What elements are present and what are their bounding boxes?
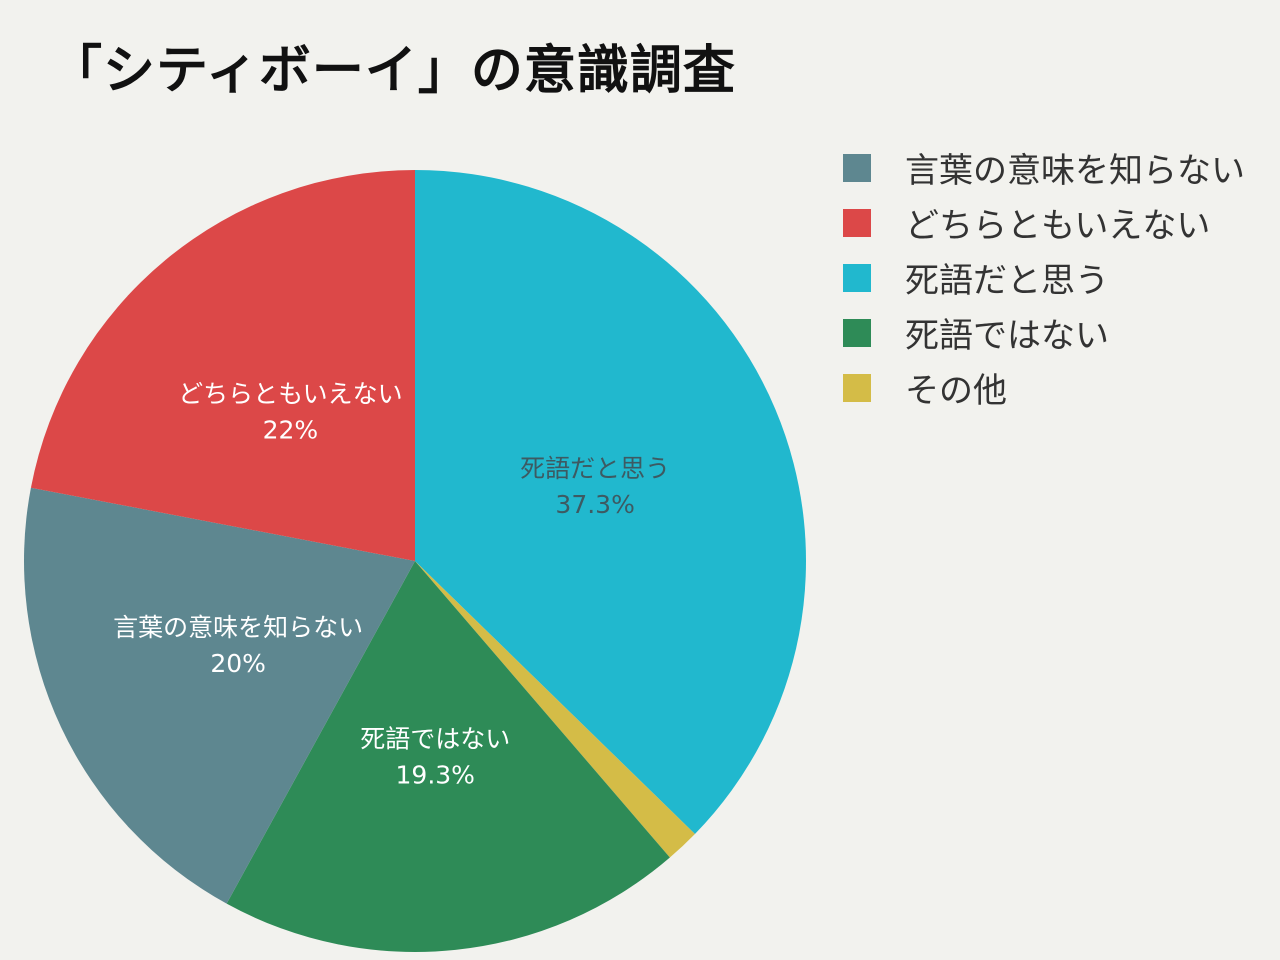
slice-value-0: 37.3% <box>555 490 634 519</box>
legend-item-3: 死語ではない <box>843 305 1245 360</box>
pie-slice-4 <box>30 170 415 561</box>
pie-slice-0 <box>415 170 806 834</box>
slice-value-3: 20% <box>210 649 266 678</box>
legend-label-4: その他 <box>905 371 1007 411</box>
legend-item-1: どちらともいえない <box>843 195 1245 250</box>
legend-swatch-3 <box>843 318 871 347</box>
legend-swatch-0 <box>843 153 871 182</box>
legend-item-4: その他 <box>843 360 1245 415</box>
legend-label-2: 死語だと思う <box>905 261 1109 301</box>
pie-chart: 死語だと思う 37.3% 死語ではない 19.3% 言葉の意味を知らない 20% どちらとも… <box>23 170 806 953</box>
pie-slice-1 <box>415 561 695 858</box>
chart-legend: 言葉の意味を知らない どちらともいえない 死語だと思う 死語ではない その他 <box>843 140 1245 415</box>
pie-slice-3 <box>23 487 415 904</box>
slice-label-4: どちらともいえない <box>178 379 403 408</box>
legend-swatch-4 <box>843 373 871 402</box>
legend-swatch-2 <box>843 263 871 292</box>
slice-value-4: 22% <box>263 415 319 444</box>
legend-swatch-1 <box>843 208 871 237</box>
legend-item-0: 言葉の意味を知らない <box>843 140 1245 195</box>
legend-label-3: 死語ではない <box>905 316 1109 356</box>
legend-label-0: 言葉の意味を知らない <box>905 151 1245 191</box>
chart-title: 「シティボーイ」の意識調査 <box>50 41 736 101</box>
pie-slice-2 <box>226 561 670 953</box>
slice-label-2: 死語ではない <box>360 724 510 753</box>
slice-label-3: 言葉の意味を知らない <box>113 613 363 642</box>
legend-item-2: 死語だと思う <box>843 250 1245 305</box>
legend-label-1: どちらともいえない <box>905 206 1211 246</box>
slice-label-0: 死語だと思う <box>520 454 670 483</box>
slice-value-2: 19.3% <box>396 760 475 789</box>
